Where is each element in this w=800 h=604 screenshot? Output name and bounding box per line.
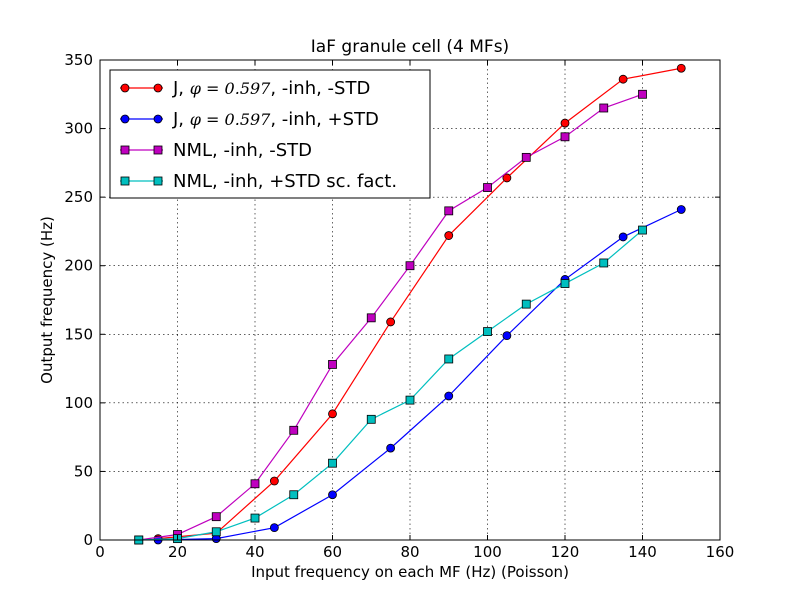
data-point xyxy=(269,523,279,533)
data-point xyxy=(676,205,686,214)
data-point xyxy=(386,443,396,453)
legend-marker xyxy=(120,114,130,124)
legend-marker xyxy=(120,145,130,155)
data-point xyxy=(599,103,609,113)
x-tick-label: 20 xyxy=(168,543,187,561)
x-axis-label: Input frequency on each MF (Hz) (Poisson… xyxy=(251,563,569,581)
data-point xyxy=(483,327,492,336)
data-point xyxy=(599,258,609,268)
data-point xyxy=(560,118,570,128)
legend-label: NML, -inh, +STD sc. fact. xyxy=(173,171,397,192)
data-point xyxy=(405,395,415,405)
data-point xyxy=(638,225,647,235)
legend-label: NML, -inh, -STD xyxy=(173,140,312,161)
data-point xyxy=(328,409,337,419)
data-point xyxy=(676,63,686,73)
x-tick-label: 40 xyxy=(245,543,264,561)
legend-marker xyxy=(153,83,163,93)
legend-marker xyxy=(153,145,163,155)
series-line xyxy=(138,93,643,541)
legend-box xyxy=(109,69,431,199)
legend-label: J, φ = 0.597, -inh, +STD xyxy=(172,109,379,130)
y-tick-label: 0 xyxy=(83,531,93,549)
axis-ticks: 0 20 40 60 80 100 120 140 160 0 50 100 150 200 250 300 3… xyxy=(64,51,734,561)
data-point xyxy=(366,313,376,323)
legend-marker xyxy=(120,83,130,93)
legend-entry-3: NML, -inh, -STD xyxy=(120,140,312,161)
data-point xyxy=(328,360,337,369)
legend-label: J, φ = 0.597, -inh, -STD xyxy=(172,78,370,99)
y-tick-label: 100 xyxy=(64,394,93,412)
data-point xyxy=(502,173,512,183)
x-tick-label: 0 xyxy=(95,543,105,561)
legend-entry-4: NML, -inh, +STD sc. fact. xyxy=(120,171,397,192)
data-point xyxy=(250,513,260,523)
legend-entry-1: J, φ = 0.597, -inh, -STD xyxy=(120,78,370,99)
x-tick-label: 120 xyxy=(551,543,580,561)
data-point xyxy=(328,490,337,500)
data-point xyxy=(638,89,647,99)
data-point xyxy=(560,132,570,142)
x-tick-label: 80 xyxy=(400,543,419,561)
legend: J, φ = 0.597, -inh, -STD J, φ = 0.597, -i… xyxy=(109,69,431,199)
data-point xyxy=(618,74,628,84)
x-tick-label: 60 xyxy=(323,543,342,561)
data-point xyxy=(521,299,531,309)
data-point xyxy=(618,232,628,242)
y-tick-label: 300 xyxy=(64,120,93,138)
legend-marker xyxy=(120,176,130,186)
data-point xyxy=(444,354,454,364)
data-point xyxy=(502,331,512,341)
y-tick-label: 250 xyxy=(64,188,93,206)
y-axis-label: Output frequency (Hz) xyxy=(38,216,56,384)
data-point xyxy=(405,261,415,271)
y-tick-label: 150 xyxy=(64,325,93,343)
y-tick-label: 350 xyxy=(64,51,93,69)
series-line xyxy=(158,208,682,541)
legend-entry-2: J, φ = 0.597, -inh, +STD xyxy=(120,109,379,130)
data-point xyxy=(289,490,299,500)
data-point xyxy=(444,206,454,216)
data-point xyxy=(328,458,337,468)
data-point xyxy=(444,391,454,401)
data-point xyxy=(269,476,279,486)
legend-marker xyxy=(153,176,163,186)
data-point xyxy=(521,152,531,162)
series-layer xyxy=(134,63,686,545)
data-point xyxy=(483,183,492,192)
data-point xyxy=(386,317,396,327)
series-4 xyxy=(134,225,647,545)
legend-marker xyxy=(153,114,163,124)
data-point xyxy=(211,527,221,537)
data-point xyxy=(560,279,570,288)
data-point xyxy=(444,231,454,240)
data-point xyxy=(366,414,376,424)
x-tick-label: 100 xyxy=(473,543,502,561)
y-tick-label: 200 xyxy=(64,257,93,275)
chart-title: IaF granule cell (4 MFs) xyxy=(311,37,509,57)
series-line xyxy=(138,229,643,541)
series-1 xyxy=(153,63,686,544)
data-point xyxy=(211,512,221,522)
x-tick-label: 140 xyxy=(628,543,657,561)
series-line xyxy=(158,67,682,540)
x-tick-label: 160 xyxy=(706,543,735,561)
y-tick-label: 50 xyxy=(74,462,93,480)
grid xyxy=(100,60,720,540)
data-point xyxy=(250,479,260,489)
data-point xyxy=(289,425,299,435)
